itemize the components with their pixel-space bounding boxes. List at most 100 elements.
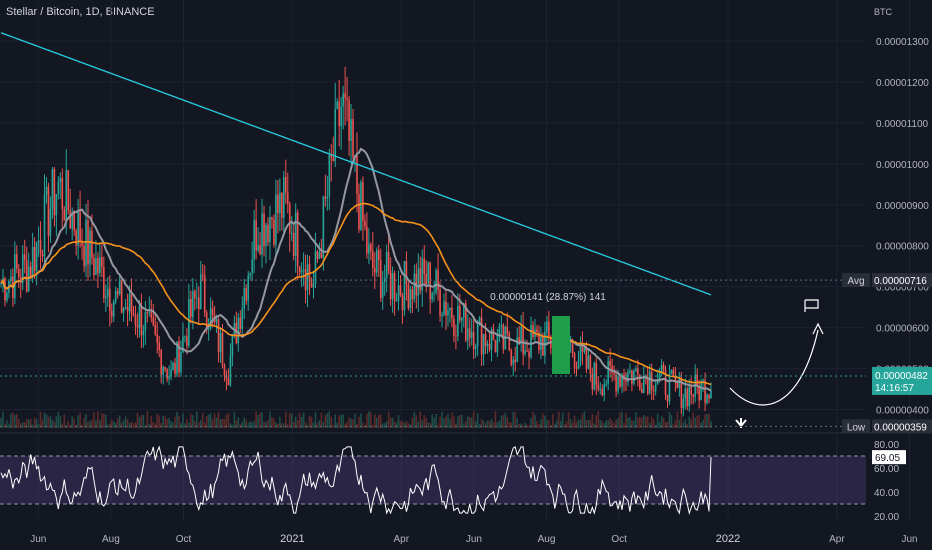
volume-bar: [650, 416, 653, 428]
volume-bar: [546, 419, 548, 428]
candle-body: [538, 332, 540, 350]
volume-bar: [61, 423, 64, 428]
volume-bar: [221, 418, 224, 428]
price-tick-label: 0.00001100: [876, 119, 929, 130]
volume-bar: [223, 419, 226, 428]
candle-body: [124, 307, 127, 309]
volume-bar: [642, 414, 645, 428]
candle-body: [118, 280, 121, 294]
candle-body: [599, 388, 602, 390]
volume-bar: [93, 412, 95, 428]
candle-body: [417, 268, 420, 296]
candle-body: [686, 388, 689, 407]
volume-bar: [269, 411, 271, 428]
volume-bar: [389, 417, 392, 428]
candle-body: [182, 336, 184, 353]
candle-body: [381, 282, 384, 298]
candle-body: [217, 319, 220, 353]
volume-bar: [328, 411, 331, 428]
candle-body: [524, 350, 526, 355]
volume-bar: [346, 421, 348, 428]
candle-body: [29, 266, 32, 278]
candle-body: [150, 311, 153, 318]
volume-bar: [565, 421, 568, 428]
candle-body: [464, 303, 467, 341]
candle-body: [251, 259, 253, 273]
candle-body: [439, 289, 441, 317]
candle-body: [352, 118, 354, 158]
candle-body: [326, 196, 329, 199]
volume-bar: [520, 423, 522, 428]
volume-bar: [516, 418, 518, 428]
candle-body: [631, 370, 633, 384]
candle-body: [207, 328, 210, 330]
candle-body: [334, 108, 337, 161]
volume-bar: [492, 422, 495, 428]
volume-bar: [567, 412, 570, 428]
volume-bar: [284, 411, 287, 428]
volume-bar: [476, 413, 479, 428]
volume-bar: [656, 413, 659, 428]
currency-label: BTC: [874, 7, 893, 17]
volume-bar: [660, 416, 663, 428]
volume-bar: [445, 416, 447, 428]
volume-bar: [573, 415, 576, 428]
candle-body: [101, 257, 103, 267]
candle-body: [39, 240, 42, 254]
volume-bar: [464, 421, 467, 428]
candle-body: [271, 217, 273, 220]
candle-body: [45, 186, 48, 195]
candle-body: [591, 373, 594, 390]
candle-body: [215, 319, 218, 323]
candle-body: [294, 212, 297, 257]
candle-body: [658, 373, 661, 382]
volume-bar: [366, 413, 368, 428]
volume-bar: [99, 420, 101, 428]
candle-body: [310, 278, 313, 288]
volume-bar: [300, 416, 303, 428]
volume-bar: [415, 415, 418, 428]
volume-bar: [148, 424, 151, 428]
volume-bar: [605, 420, 607, 428]
candle-body: [472, 331, 475, 350]
candle-body: [211, 308, 214, 315]
candle-body: [587, 355, 590, 369]
volume-bar: [417, 421, 420, 428]
volume-bar: [589, 420, 592, 428]
volume-bar: [21, 421, 24, 428]
candle-body: [674, 376, 677, 381]
candle-body: [383, 278, 386, 283]
candle-body: [332, 157, 335, 161]
volume-bar: [524, 422, 526, 428]
volume-bar: [370, 412, 372, 428]
volume-bar: [314, 412, 317, 428]
candle-body: [597, 384, 600, 390]
candle-body: [205, 312, 208, 330]
volume-bar: [160, 422, 162, 428]
volume-bar: [152, 422, 155, 428]
candle-body: [81, 241, 83, 246]
chart-title: Stellar / Bitcoin, 1D, BINANCE: [6, 6, 155, 18]
volume-bar: [322, 422, 325, 428]
volume-bar: [265, 421, 267, 428]
volume-bar: [237, 417, 240, 428]
candle-body: [23, 254, 26, 261]
volume-bar: [358, 416, 360, 428]
volume-bar: [164, 416, 166, 428]
low-tag: [842, 419, 870, 434]
volume-bar: [209, 413, 212, 428]
volume-bar: [686, 424, 689, 428]
candle-body: [176, 341, 178, 374]
volume-bar: [587, 420, 590, 428]
price-tick-label: 0.00001300: [876, 37, 929, 48]
volume-bar: [431, 414, 433, 428]
projection-arrowhead: [812, 322, 824, 335]
volume-bar: [577, 420, 580, 428]
candle-body: [494, 340, 497, 353]
candle-body: [199, 274, 202, 310]
candle-body: [362, 182, 364, 221]
volume-bar: [47, 416, 50, 428]
candle-body: [10, 276, 12, 282]
candle-body: [397, 285, 400, 301]
